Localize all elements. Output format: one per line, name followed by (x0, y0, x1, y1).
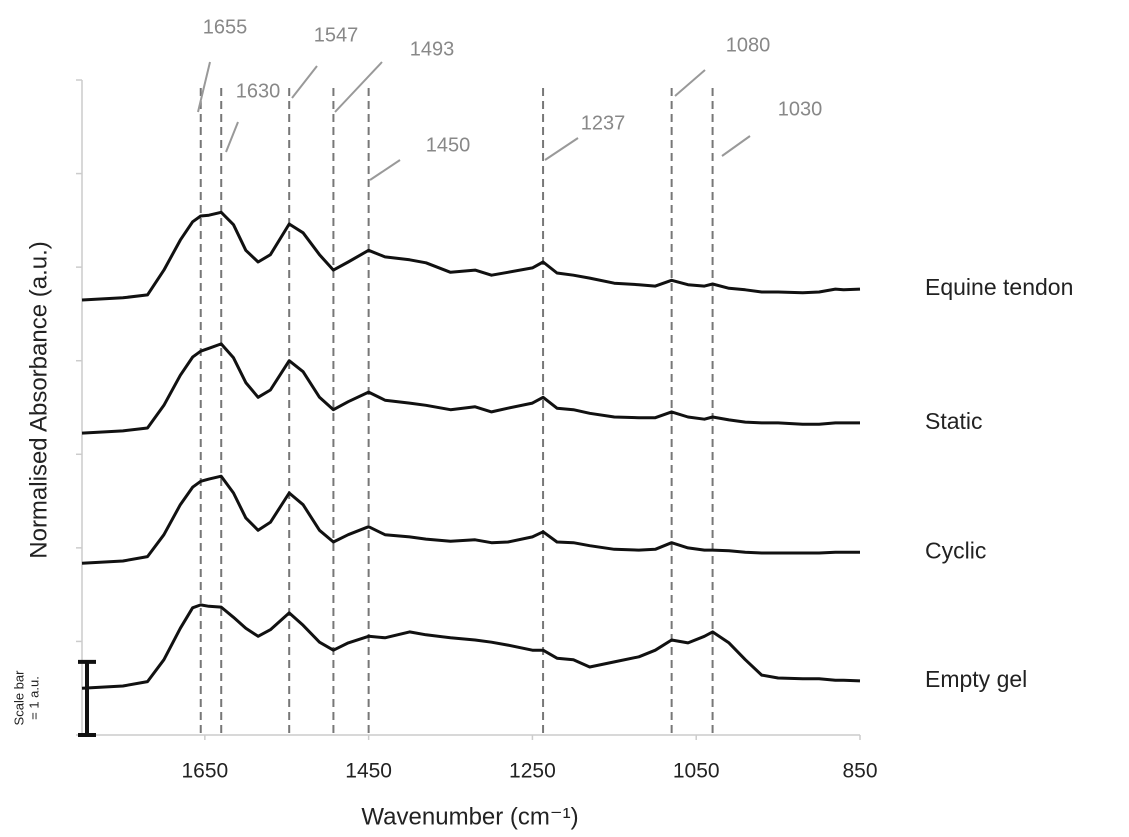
spectrum-line (81, 603, 861, 690)
peak-label: 1630 (236, 80, 281, 102)
series-label: Empty gel (925, 666, 1027, 692)
peak-leader (544, 137, 579, 161)
peak-label: 1450 (426, 134, 471, 156)
peak-leader (721, 135, 751, 157)
x-tick-label: 1450 (345, 760, 392, 783)
peak-label: 1030 (778, 98, 823, 120)
peak-label: 1080 (726, 34, 771, 56)
peak-leader (291, 65, 318, 99)
peak-leader (197, 61, 211, 113)
spectrum-line (81, 474, 860, 565)
x-tick-label: 1650 (181, 760, 228, 783)
series-label: Static (925, 408, 983, 434)
peak-label: 1493 (410, 38, 455, 60)
x-tick-label: 850 (842, 760, 877, 783)
y-axis-label: Normalised Absorbance (a.u.) (25, 241, 52, 558)
x-axis-label: Wavenumber (cm⁻¹) (361, 803, 578, 830)
series-label: Cyclic (925, 537, 986, 563)
peak-leader (369, 159, 401, 181)
peak-label: 1655 (203, 16, 248, 38)
x-tick-label: 1050 (673, 760, 720, 783)
peak-label: 1237 (581, 112, 626, 134)
x-tick-label: 1250 (509, 760, 556, 783)
peak-leader (334, 61, 383, 113)
scale-bar-text: Scale bar (11, 670, 26, 726)
peak-leader (225, 121, 239, 153)
series-label: Equine tendon (925, 274, 1073, 300)
peak-leader (674, 69, 706, 97)
spectrum-line (81, 342, 860, 435)
scale-bar-text: = 1 a.u. (26, 676, 41, 720)
spectrum-line (81, 210, 861, 302)
peak-label: 1547 (314, 24, 359, 46)
